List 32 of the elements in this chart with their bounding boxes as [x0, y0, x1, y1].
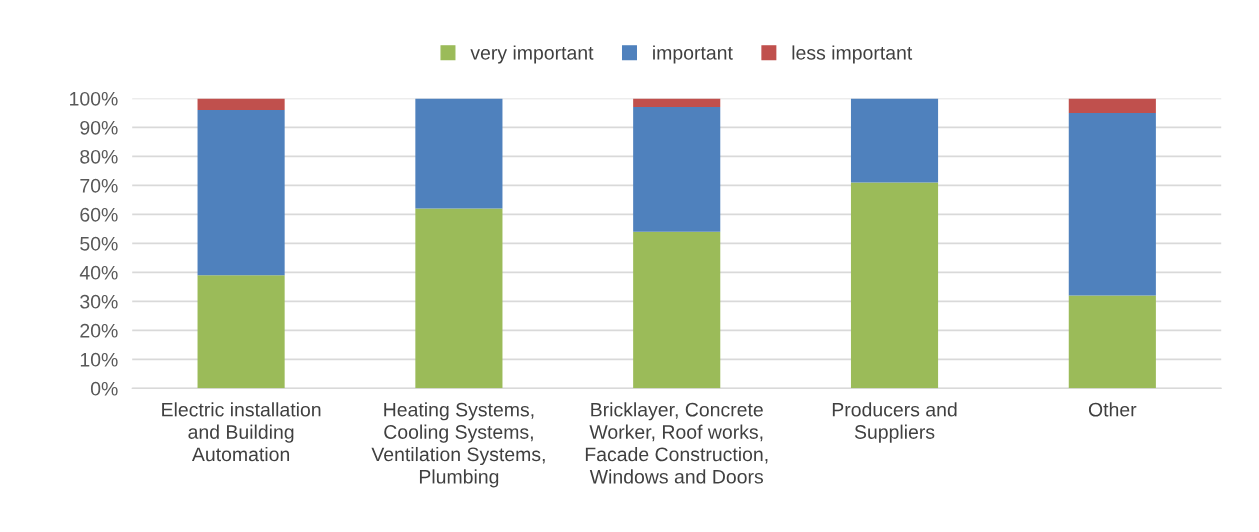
legend-label: less important: [792, 45, 913, 64]
bar: [1068, 98, 1156, 113]
bar: [850, 98, 939, 183]
y-tick-label: 70%: [80, 178, 118, 193]
bar: [850, 182, 939, 389]
legend-label: very important: [470, 45, 594, 64]
legend-label: important: [653, 45, 733, 64]
x-tick-label: Bricklayer, Concrete Worker, Roof works, Facade Construction, Windows and Doors: [585, 402, 768, 484]
y-tick-label: 20%: [80, 323, 118, 338]
y-tick-label: 60%: [80, 207, 118, 222]
bar: [197, 110, 285, 276]
y-tick-label: 50%: [80, 236, 118, 251]
y-tick-label: 80%: [80, 149, 118, 164]
x-tick-label: Electric installation and Building Automation: [162, 402, 321, 462]
y-tick-label: 90%: [80, 120, 118, 135]
y-tick-label: 30%: [80, 294, 118, 309]
bar: [415, 98, 503, 209]
bar: [1068, 295, 1156, 389]
bar: [1068, 112, 1156, 296]
bar: [415, 208, 503, 389]
bar: [633, 98, 721, 108]
bar: [633, 231, 721, 389]
bar: [197, 275, 285, 389]
y-tick-label: 100%: [70, 91, 118, 106]
bar: [197, 98, 285, 111]
x-tick-label: Producers and Suppliers: [832, 402, 957, 443]
bar: [633, 107, 721, 232]
x-tick-label: Other: [1088, 402, 1137, 417]
x-tick-label: Heating Systems, Cooling Systems, Ventilation Systems, Plumbing: [371, 402, 545, 488]
y-tick-label: 40%: [79, 265, 118, 280]
y-tick-label: 10%: [80, 352, 118, 367]
y-tick-label: 0%: [90, 381, 118, 396]
